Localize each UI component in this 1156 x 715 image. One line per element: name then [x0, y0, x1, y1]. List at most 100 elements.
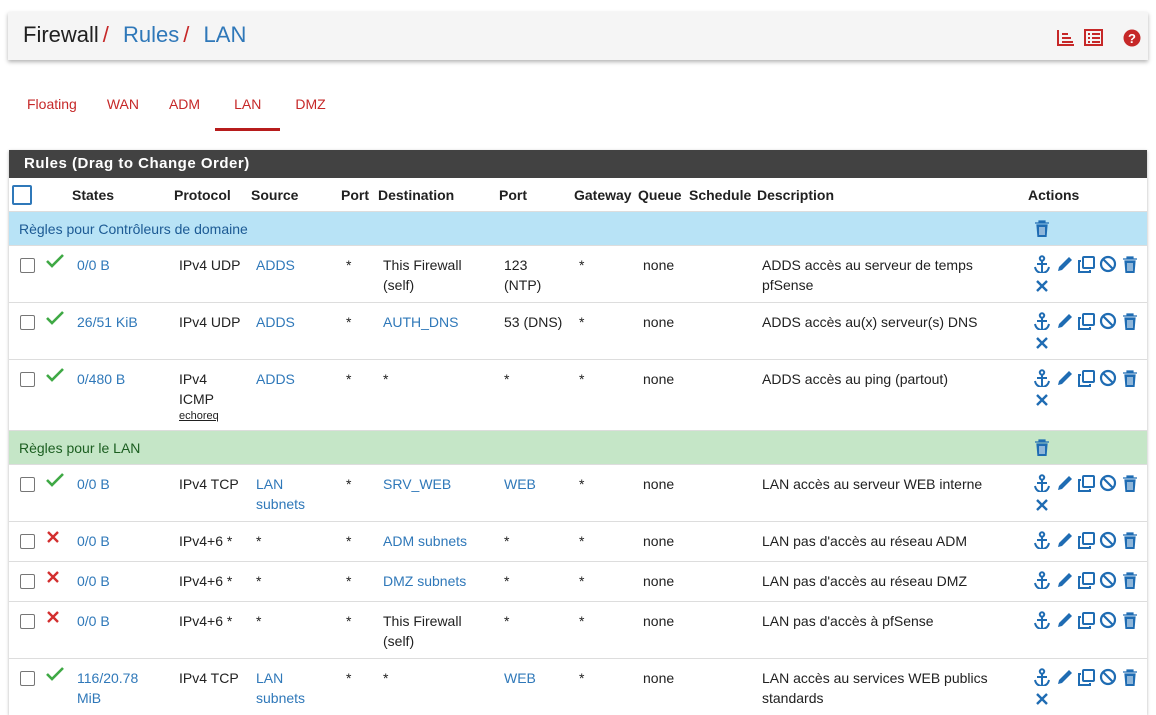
- icon-anchor[interactable]: [1032, 531, 1052, 549]
- icon-ban[interactable]: [1098, 255, 1118, 273]
- icon-anchor[interactable]: [1032, 369, 1052, 387]
- states[interactable]: 0/480 B: [77, 369, 157, 389]
- icon-anchor[interactable]: [1032, 255, 1052, 273]
- protocol-cell: IPv4 UDP: [170, 303, 247, 360]
- icon-pencil[interactable]: [1054, 668, 1074, 686]
- icon-pencil[interactable]: [1054, 255, 1074, 273]
- row-checkbox[interactable]: [20, 574, 35, 589]
- icon-copy[interactable]: [1076, 474, 1096, 492]
- row-checkbox[interactable]: [20, 477, 35, 492]
- row-checkbox[interactable]: [20, 614, 35, 629]
- icon-copy[interactable]: [1076, 369, 1096, 387]
- icon-trash[interactable]: [1120, 571, 1140, 589]
- destination: This Firewall (self): [383, 255, 483, 295]
- column-header: Description: [753, 178, 1024, 212]
- row-checkbox[interactable]: [20, 534, 35, 549]
- source[interactable]: ADDS: [256, 312, 316, 332]
- select-all[interactable]: [12, 185, 32, 205]
- icon-copy[interactable]: [1076, 312, 1096, 330]
- status-cell: [40, 659, 68, 715]
- tab[interactable]: Floating: [12, 82, 92, 128]
- icon-copy[interactable]: [1076, 668, 1096, 686]
- row-checkbox[interactable]: [20, 671, 35, 686]
- description: ADDS accès au serveur de temps pfSense: [762, 255, 997, 295]
- icon-ban[interactable]: [1098, 474, 1118, 492]
- source[interactable]: LAN subnets: [256, 668, 316, 708]
- status-cell: [40, 562, 68, 602]
- icon-ban[interactable]: [1098, 611, 1118, 629]
- icon-pencil[interactable]: [1054, 571, 1074, 589]
- states[interactable]: 116/20.78 MiB: [77, 668, 157, 708]
- icon-anchor[interactable]: [1032, 571, 1052, 589]
- icon-trash[interactable]: [1120, 255, 1140, 273]
- icon-trash[interactable]: [1032, 438, 1052, 456]
- icon-copy[interactable]: [1076, 255, 1096, 273]
- states[interactable]: 0/0 B: [77, 255, 157, 275]
- icon-x[interactable]: [1032, 690, 1052, 708]
- port-cell: *: [337, 522, 374, 562]
- destination[interactable]: ADM subnets: [383, 531, 483, 551]
- destination[interactable]: DMZ subnets: [383, 571, 483, 591]
- icon-ban[interactable]: [1098, 369, 1118, 387]
- icon-pencil[interactable]: [1054, 369, 1074, 387]
- header-icons[interactable]: ?: [1056, 28, 1142, 48]
- icon-trash[interactable]: [1032, 219, 1052, 237]
- tab[interactable]: WAN: [92, 82, 154, 128]
- icon-copy[interactable]: [1076, 571, 1096, 589]
- states[interactable]: 26/51 KiB: [77, 312, 157, 332]
- tab[interactable]: ADM: [154, 82, 215, 128]
- source[interactable]: ADDS: [256, 255, 316, 275]
- tab[interactable]: DMZ: [280, 82, 340, 128]
- row-checkbox[interactable]: [20, 258, 35, 273]
- tab[interactable]: LAN: [215, 82, 280, 131]
- destination[interactable]: SRV_WEB: [383, 474, 483, 494]
- icon-x[interactable]: [1032, 391, 1052, 409]
- icon-ban[interactable]: [1098, 531, 1118, 549]
- icon-x[interactable]: [1032, 334, 1052, 352]
- icon-pencil[interactable]: [1054, 531, 1074, 549]
- crumb-link[interactable]: LAN: [204, 22, 247, 47]
- icon-ban[interactable]: [1098, 312, 1118, 330]
- row-checkbox[interactable]: [20, 315, 35, 330]
- dport[interactable]: WEB: [504, 668, 566, 688]
- icon-trash[interactable]: [1120, 611, 1140, 629]
- icon-anchor[interactable]: [1032, 312, 1052, 330]
- schedule-cell: [685, 465, 753, 522]
- icon-pencil[interactable]: [1054, 312, 1074, 330]
- icon-anchor[interactable]: [1032, 474, 1052, 492]
- icon-copy[interactable]: [1076, 611, 1096, 629]
- icon-trash[interactable]: [1120, 531, 1140, 549]
- gateway: *: [579, 531, 630, 551]
- states[interactable]: 0/0 B: [77, 611, 157, 631]
- queue: none: [643, 571, 681, 591]
- icon-x[interactable]: [1032, 277, 1052, 295]
- states[interactable]: 0/0 B: [77, 531, 157, 551]
- source-cell: LAN subnets: [247, 465, 337, 522]
- icon-copy[interactable]: [1076, 531, 1096, 549]
- destination[interactable]: AUTH_DNS: [383, 312, 483, 332]
- source[interactable]: LAN subnets: [256, 474, 316, 514]
- states[interactable]: 0/0 B: [77, 474, 157, 494]
- icon-anchor[interactable]: [1032, 611, 1052, 629]
- icon-trash[interactable]: [1120, 369, 1140, 387]
- states[interactable]: 0/0 B: [77, 571, 157, 591]
- icon-trash[interactable]: [1120, 312, 1140, 330]
- row-checkbox[interactable]: [20, 372, 35, 387]
- icon-pencil[interactable]: [1054, 611, 1074, 629]
- icon-pencil[interactable]: [1054, 474, 1074, 492]
- column-header: Protocol: [170, 178, 247, 212]
- crumb-link[interactable]: Rules: [123, 22, 179, 47]
- icon-x[interactable]: [1032, 496, 1052, 514]
- status-pass: [45, 666, 65, 682]
- icon-trash[interactable]: [1120, 668, 1140, 686]
- icon-ban[interactable]: [1098, 571, 1118, 589]
- source[interactable]: ADDS: [256, 369, 316, 389]
- queue: none: [643, 369, 681, 389]
- icon-ban[interactable]: [1098, 668, 1118, 686]
- queue: none: [643, 668, 681, 688]
- icon-trash[interactable]: [1120, 474, 1140, 492]
- icon-anchor[interactable]: [1032, 668, 1052, 686]
- dport[interactable]: WEB: [504, 474, 566, 494]
- actions-cell: [1024, 602, 1147, 659]
